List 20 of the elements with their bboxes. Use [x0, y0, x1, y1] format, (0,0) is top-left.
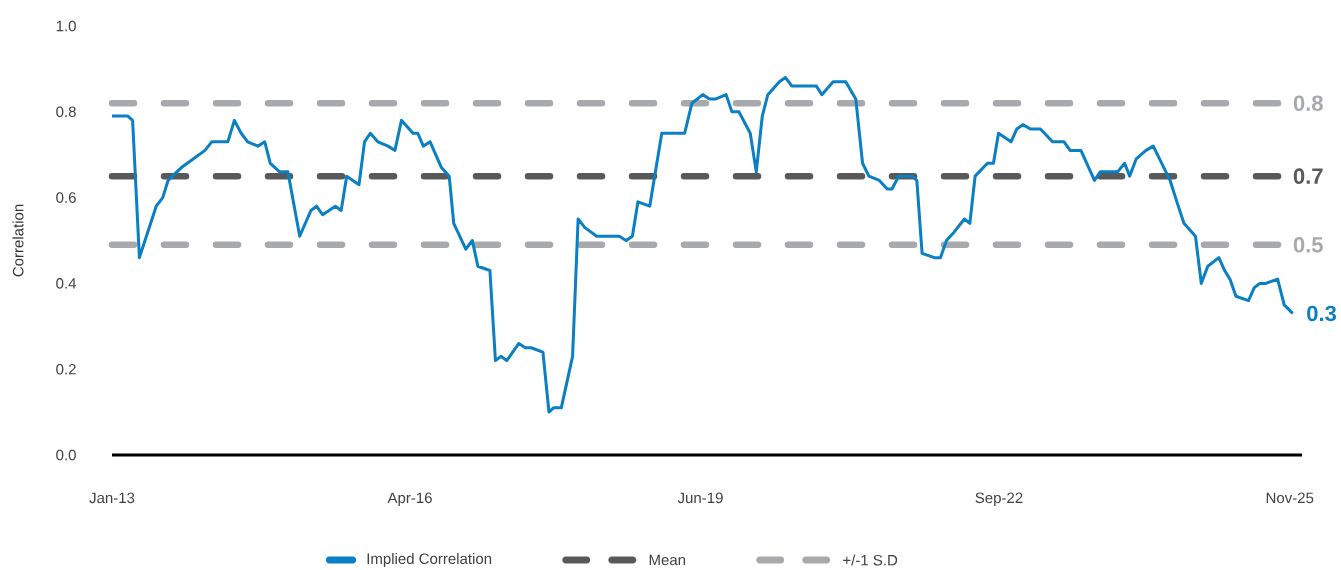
- y-tick-label: 0.8: [56, 106, 76, 118]
- y-tick-label: 0.0: [56, 449, 76, 461]
- legend-label: Implied Correlation: [367, 553, 492, 567]
- line-series: [110, 75, 1295, 414]
- x-tick-label: Nov-25: [1266, 492, 1314, 504]
- legend-label: +/-1 S.D: [843, 554, 898, 566]
- x-tick-label: Jan-13: [89, 492, 135, 504]
- legend-label: Mean: [649, 554, 686, 566]
- y-tick-label: 1.0: [56, 20, 76, 32]
- annotation: 0.5: [1293, 237, 1323, 253]
- x-tick-label: Sep-22: [975, 492, 1023, 507]
- x-tick-label: Jun-19: [677, 492, 723, 504]
- y-tick-label: 0.4: [56, 278, 77, 289]
- annotation: 0.7: [1293, 168, 1323, 184]
- x-tick-label: Apr-16: [387, 492, 432, 507]
- y-axis-title: Correlation: [12, 204, 24, 277]
- annotation: 0.8: [1293, 95, 1323, 112]
- annotation: 0.3: [1307, 305, 1337, 322]
- y-tick-label: 0.6: [56, 192, 76, 203]
- y-tick-label: 0.2: [56, 363, 76, 375]
